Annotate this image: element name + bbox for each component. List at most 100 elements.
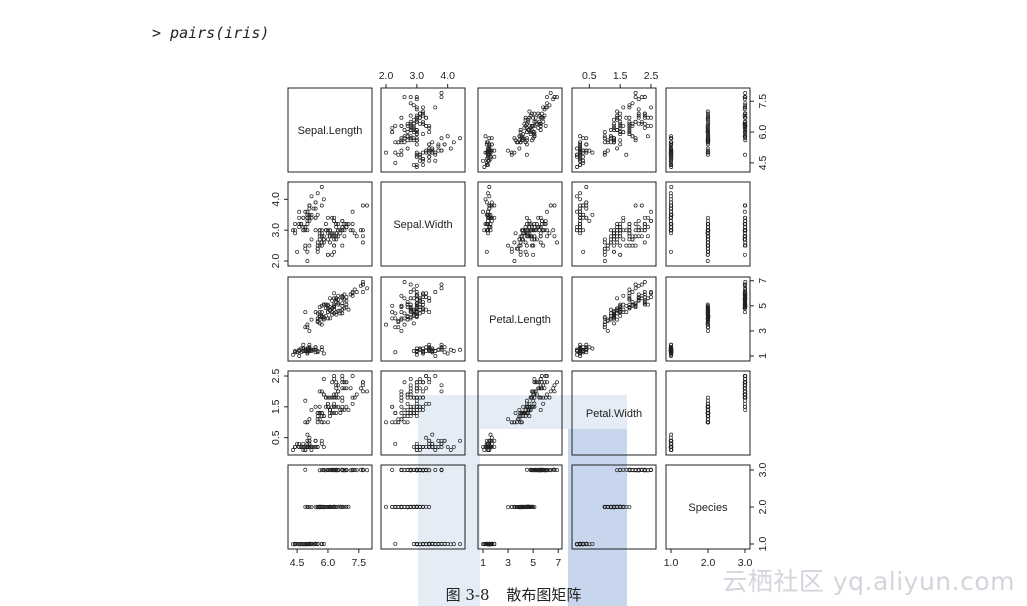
data-point <box>742 282 747 287</box>
data-point <box>307 206 312 211</box>
data-point <box>334 300 339 305</box>
data-point <box>524 222 529 226</box>
data-point <box>384 150 388 155</box>
data-point <box>608 237 613 242</box>
data-point <box>399 305 404 310</box>
data-point <box>411 312 416 317</box>
panel-frame <box>571 276 657 362</box>
data-point <box>578 351 583 356</box>
panel-2-4 <box>665 276 751 362</box>
data-point <box>315 318 320 323</box>
data-point <box>402 128 407 132</box>
data-point <box>668 349 673 353</box>
data-point <box>705 218 710 223</box>
data-point <box>342 380 347 385</box>
data-point <box>408 389 413 394</box>
panel-frame <box>477 87 563 173</box>
data-point <box>334 383 339 388</box>
data-point <box>390 130 395 135</box>
data-point <box>584 203 589 208</box>
data-point <box>578 142 583 147</box>
data-point <box>313 345 318 350</box>
data-point <box>390 310 395 315</box>
data-point <box>402 280 407 284</box>
data-point <box>393 411 398 415</box>
data-point <box>532 123 537 128</box>
data-point <box>536 111 541 116</box>
data-point <box>543 374 548 378</box>
data-point <box>524 228 529 233</box>
data-point <box>612 313 616 318</box>
data-point <box>627 297 632 302</box>
data-point <box>538 407 543 412</box>
data-point <box>584 206 589 211</box>
data-point <box>538 121 543 126</box>
data-point <box>581 154 586 159</box>
data-point <box>547 231 552 236</box>
data-point <box>636 115 641 120</box>
data-point <box>649 209 653 214</box>
data-point <box>669 156 674 161</box>
data-point <box>602 136 607 141</box>
data-point <box>340 243 345 248</box>
data-point <box>509 249 514 254</box>
data-point <box>612 234 616 239</box>
data-point <box>514 420 519 425</box>
data-point <box>742 292 747 297</box>
data-point <box>618 142 623 147</box>
data-point <box>618 303 623 308</box>
data-point <box>743 136 747 141</box>
data-point <box>633 138 638 143</box>
data-point <box>743 115 748 120</box>
data-point <box>399 417 404 422</box>
data-point <box>669 146 673 151</box>
data-point <box>668 142 673 147</box>
data-point <box>612 125 616 130</box>
data-point <box>439 282 444 287</box>
data-point <box>705 398 710 403</box>
data-point <box>642 290 647 294</box>
data-point <box>706 322 711 327</box>
data-point <box>742 306 747 311</box>
data-point <box>531 404 536 409</box>
data-point <box>408 315 413 320</box>
data-point <box>533 380 538 385</box>
data-point <box>743 134 748 139</box>
data-point <box>608 140 613 145</box>
data-point <box>538 377 543 382</box>
tick-label: 2.0 <box>757 500 769 515</box>
data-point <box>612 117 616 122</box>
data-point <box>706 308 710 313</box>
data-point <box>408 101 413 106</box>
data-point <box>742 107 747 112</box>
data-point <box>325 404 330 409</box>
data-point <box>451 140 456 145</box>
data-point <box>542 113 547 118</box>
data-point <box>307 438 312 443</box>
data-point <box>417 407 422 412</box>
data-point <box>319 315 324 320</box>
data-point <box>492 154 497 159</box>
data-point <box>482 448 487 452</box>
data-point <box>340 377 345 382</box>
data-point <box>421 292 425 297</box>
data-point <box>315 249 320 254</box>
data-point <box>427 123 432 128</box>
data-point <box>328 234 332 239</box>
data-point <box>430 140 435 145</box>
data-point <box>642 302 647 307</box>
tick-label: 7.5 <box>351 557 366 569</box>
data-point <box>365 203 369 208</box>
data-point <box>524 411 529 415</box>
data-point <box>299 542 304 547</box>
data-point <box>531 252 536 257</box>
data-point <box>743 203 748 208</box>
data-point <box>649 218 653 223</box>
data-point <box>627 225 632 230</box>
data-point <box>315 320 320 325</box>
data-point <box>612 138 616 143</box>
data-point <box>321 197 326 202</box>
data-point <box>669 342 674 347</box>
data-point <box>414 297 419 302</box>
data-point <box>348 228 353 233</box>
